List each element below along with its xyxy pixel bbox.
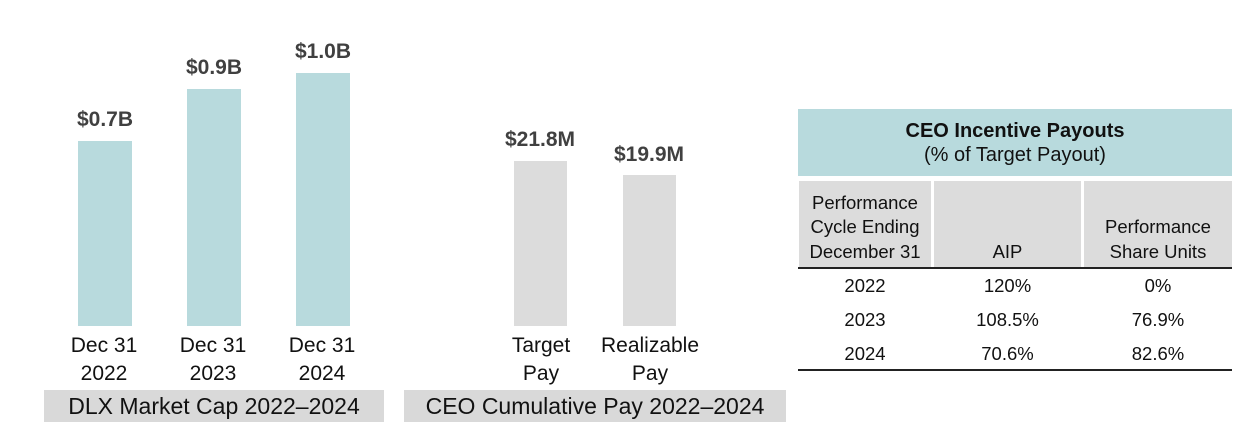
chart-caption: CEO Cumulative Pay 2022–2024 [404, 390, 786, 422]
bar-2023 [187, 89, 241, 326]
bar-value-label: $19.9M [613, 143, 685, 166]
chart-caption: DLX Market Cap 2022–2024 [44, 390, 384, 422]
header-aip: AIP [934, 181, 1081, 267]
table-subtitle: (% of Target Payout) [924, 144, 1106, 166]
bar-2022 [78, 141, 132, 326]
table-title: CEO Incentive Payouts [905, 120, 1125, 142]
category-label: Dec 31 2022 [70, 334, 138, 385]
bar-target-pay [514, 161, 567, 326]
header-rule [798, 267, 1232, 269]
bar-value-label: $21.8M [504, 128, 576, 151]
bottom-rule [798, 369, 1232, 371]
category-label: Dec 31 2023 [179, 334, 247, 385]
bar-2024 [296, 73, 350, 326]
table-title-banner: CEO Incentive Payouts (% of Target Payou… [798, 109, 1232, 176]
header-psu: Performance Share Units [1084, 181, 1232, 267]
bar-realizable-pay [623, 175, 676, 326]
category-label: Realizable Pay [600, 334, 700, 385]
bar-value-label: $1.0B [294, 40, 352, 63]
bar-value-label: $0.7B [76, 108, 134, 131]
bar-value-label: $0.9B [185, 56, 243, 79]
header-performance-cycle: Performance Cycle Ending December 31 [799, 181, 931, 267]
category-label: Target Pay [511, 334, 571, 385]
category-label: Dec 31 2024 [288, 334, 356, 385]
